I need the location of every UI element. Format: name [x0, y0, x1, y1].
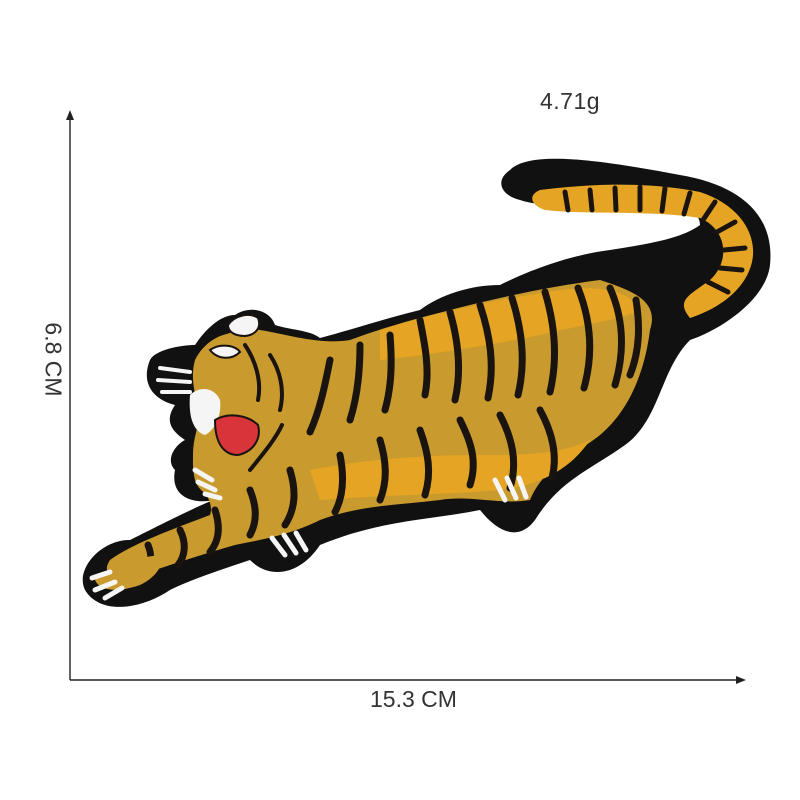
arrow-right-icon	[736, 676, 746, 684]
tiger-eye	[208, 344, 242, 359]
height-label: 6.8 CM	[40, 322, 67, 397]
front-right-paw	[192, 467, 223, 501]
tiger-ear	[226, 313, 261, 338]
tiger-head	[192, 332, 305, 497]
tail-stripes	[562, 184, 748, 295]
width-label: 15.3 CM	[370, 686, 457, 712]
tiger-face-white	[189, 388, 221, 435]
middle-paw	[269, 530, 309, 558]
tiger-mouth	[213, 414, 260, 457]
tiger-tail	[532, 184, 754, 318]
arrow-up-icon	[66, 110, 74, 120]
body-stripes	[142, 284, 642, 576]
rear-paw	[492, 475, 529, 503]
tiger-whiskers	[156, 366, 192, 394]
tiger-back-highlight	[380, 288, 640, 360]
front-left-paw	[89, 555, 162, 601]
face-stripes	[243, 343, 284, 472]
weight-label: 4.71g	[540, 88, 601, 114]
